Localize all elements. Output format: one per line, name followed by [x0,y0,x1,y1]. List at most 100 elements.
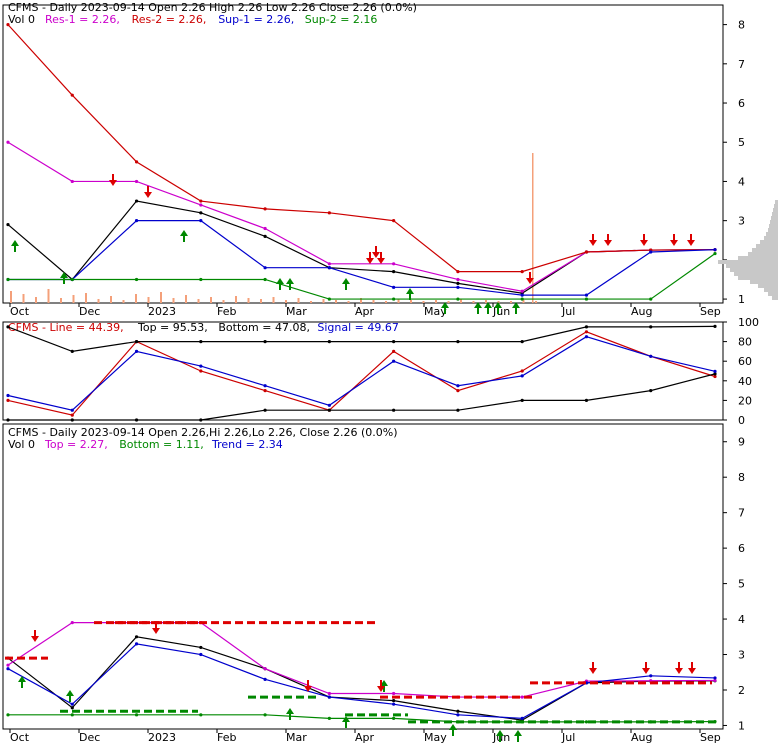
down-arrow [589,240,597,246]
data-point [649,325,653,329]
volume-bar [397,299,400,303]
price-signal-arrows [11,174,695,314]
profile-bar [770,220,778,224]
volume-bar [422,301,425,303]
data-point [134,277,139,282]
up-arrow [514,730,522,736]
data-point [327,408,331,412]
data-point [649,674,653,678]
data-point [199,211,203,215]
volume-bar [85,293,87,303]
down-arrow-stem [673,234,675,240]
volume-bar [22,294,25,303]
data-point [392,297,396,301]
volume-bar [47,289,50,303]
trend-x-axis: Oct Dec 2023 Feb Mar Apr May Jun Jul Aug Sep [9,729,721,744]
legend-item: Sup-2 = 2.16 [305,13,378,26]
data-point [199,203,203,207]
up-arrow [286,708,294,714]
data-point [6,713,10,717]
volume-bar [485,300,487,303]
volume-bars [10,153,537,303]
data-point [263,226,267,231]
data-point [713,248,717,252]
data-point [327,297,331,301]
volume-bar [60,298,62,303]
data-point [520,398,524,402]
trend-levels [5,621,716,724]
profile-bar [766,232,778,236]
data-point [520,270,524,274]
data-point [70,413,74,417]
up-arrow [180,230,188,236]
data-point [6,325,10,329]
data-point [456,297,460,301]
x-tick-label: Aug [631,305,652,318]
y-tick-label: 60 [738,355,752,368]
data-point [584,335,589,339]
x-tick-label: May [424,731,447,744]
data-point [70,418,74,422]
x-tick-label: Aug [631,731,652,744]
up-arrow [449,724,457,730]
data-point [520,695,524,699]
data-point [456,277,460,282]
up-arrow-stem [444,308,446,314]
data-point [6,663,10,667]
down-arrow [372,252,380,258]
data-point [263,340,267,344]
data-point [456,713,460,717]
up-arrow-stem [517,736,519,742]
trend-signal-arrows [18,622,696,742]
volume-spike [532,153,534,303]
x-tick-label: Dec [79,731,100,744]
series-line [7,325,716,353]
volume-bar [310,301,312,303]
data-point [199,645,203,650]
data-point [6,277,10,282]
legend-item: Bottom = 1.11, [119,438,204,451]
data-point [70,349,74,353]
volume-bar [172,298,175,303]
profile-bar [734,272,778,276]
up-arrow [494,302,502,308]
down-arrow-stem [307,680,309,686]
y-tick-label: 3 [738,649,745,662]
series-line [7,331,716,416]
y-tick-label: 6 [738,97,745,110]
volume-bar [122,300,125,303]
legend-item: Signal = 49.67 [317,321,399,334]
data-point [713,374,717,379]
volume-bar [410,300,412,303]
profile-bar [748,252,778,256]
down-arrow [687,240,695,246]
data-point [70,702,74,706]
data-point [392,262,396,266]
data-point [713,678,717,683]
up-arrow [18,676,26,682]
up-arrow [496,730,504,736]
data-point [327,340,331,344]
y-tick-label: 8 [738,471,745,484]
x-tick-label: Feb [217,305,236,318]
up-arrow-stem [63,278,65,284]
profile-bar [756,244,778,248]
data-point [263,384,267,388]
data-point [70,179,74,184]
data-point [392,359,396,363]
up-arrow [11,240,19,246]
data-point [392,349,396,353]
volume-bar [335,300,337,303]
up-arrow [512,302,520,308]
legend-item: Res-1 = 2.26, [45,13,120,26]
data-point [263,677,267,681]
up-arrow-stem [515,308,517,314]
data-point [134,219,139,223]
data-point [70,93,74,97]
data-point [520,293,524,297]
data-point [6,667,10,671]
price-series [6,23,717,301]
data-point [134,713,139,717]
series-line [7,24,716,273]
